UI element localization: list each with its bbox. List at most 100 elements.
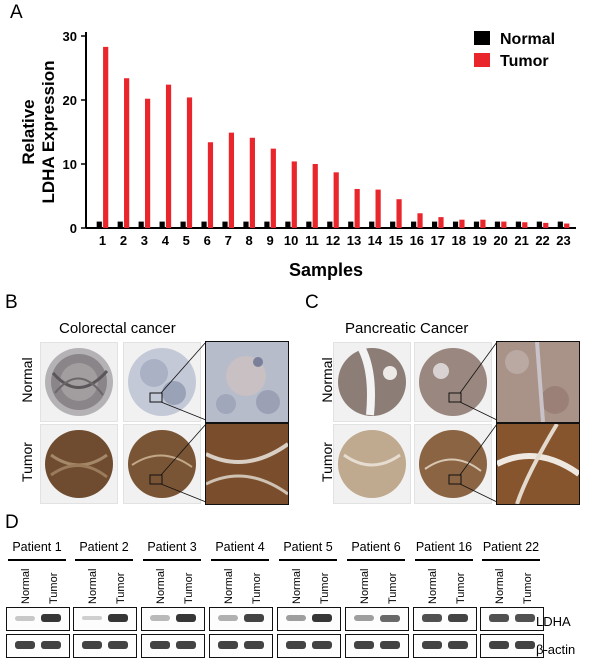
- bar-tumor: [207, 142, 214, 228]
- ldha-blot: [73, 607, 137, 631]
- colorectal-tumor-core-2: [123, 424, 201, 504]
- lane-label-normal: Normal: [87, 568, 99, 604]
- colorectal-tumor-zoom-lines: [160, 423, 207, 503]
- lane-label-tumor: Tumor: [522, 572, 534, 604]
- lane-label-normal: Normal: [223, 568, 235, 604]
- bar-normal: [452, 221, 459, 228]
- ldha-blot: [209, 607, 273, 631]
- x-tick-label: 13: [347, 233, 361, 248]
- protein-label-actin: β-actin: [536, 642, 576, 657]
- pancreatic-tumor-inset: [496, 423, 580, 505]
- actin-blot: [141, 634, 205, 658]
- x-tick-label: 5: [183, 233, 190, 248]
- blot-band: [515, 614, 535, 622]
- blot-band: [41, 641, 61, 649]
- x-tick-label: 16: [410, 233, 424, 248]
- patient-underline: [279, 559, 337, 561]
- ldha-blot: [6, 607, 70, 631]
- colorectal-title: Colorectal cancer: [59, 320, 176, 337]
- blot-band: [150, 615, 170, 621]
- bar-tumor: [165, 84, 172, 228]
- x-tick-label: 21: [514, 233, 528, 248]
- patient-underline: [143, 559, 201, 561]
- bar-tumor: [354, 188, 360, 228]
- patient-underline: [415, 559, 473, 561]
- lane-label-normal: Normal: [494, 568, 506, 604]
- lane-label-normal: Normal: [291, 568, 303, 604]
- bar-normal: [264, 221, 270, 228]
- blot-band: [312, 614, 332, 622]
- bar-tumor: [186, 97, 193, 228]
- x-tick-label: 10: [284, 233, 298, 248]
- colorectal-tumor-core-1: [40, 424, 118, 504]
- pancreatic-normal-zoom-lines: [459, 341, 498, 421]
- pancreatic-tumor-core-1: [333, 424, 411, 504]
- x-axis-label: Samples: [289, 260, 363, 280]
- bar-normal: [117, 221, 123, 228]
- bar-normal: [285, 221, 291, 228]
- bar-tumor: [144, 98, 151, 228]
- x-tick-label: 2: [120, 233, 127, 248]
- blot-band: [489, 614, 509, 622]
- blot-band: [150, 641, 170, 649]
- chart-bars: [96, 46, 570, 229]
- blot-band: [354, 641, 374, 649]
- panel-label-a: A: [10, 2, 23, 23]
- lane-label-normal: Normal: [427, 568, 439, 604]
- ldha-blot: [345, 607, 409, 631]
- bar-normal: [306, 221, 312, 228]
- x-tick-label: 1: [99, 233, 106, 248]
- pancreatic-normal-core-2: [414, 342, 492, 422]
- pancreatic-normal-inset: [496, 341, 580, 423]
- bar-normal: [536, 221, 542, 228]
- blot-band: [15, 641, 35, 649]
- bar-tumor: [333, 172, 339, 228]
- actin-blot: [345, 634, 409, 658]
- blot-band: [422, 641, 442, 649]
- blot-band: [286, 641, 306, 649]
- panel-label-d: D: [5, 512, 19, 533]
- bar-normal: [390, 221, 396, 228]
- blot-band: [41, 614, 61, 622]
- patient-label: Patient 5: [283, 540, 333, 554]
- colorectal-normal-inset: [205, 341, 289, 423]
- blot-band: [108, 641, 128, 649]
- ldha-blot: [141, 607, 205, 631]
- bar-normal: [201, 221, 207, 228]
- blot-band: [244, 614, 264, 622]
- bar-tumor: [103, 46, 109, 228]
- actin-blot: [209, 634, 273, 658]
- blot-band: [176, 641, 196, 649]
- blot-band: [422, 614, 442, 622]
- bar-normal: [411, 221, 417, 228]
- bar-normal: [369, 221, 375, 228]
- bar-tumor: [522, 222, 528, 228]
- bar-normal: [180, 221, 186, 228]
- patient-label: Patient 2: [79, 540, 129, 554]
- bar-tumor: [375, 189, 381, 228]
- x-tick-label: 17: [431, 233, 445, 248]
- panel-label-c: C: [305, 292, 319, 313]
- legend-label-normal: Normal: [500, 31, 555, 48]
- ldha-blot: [480, 607, 544, 631]
- blot-band: [108, 614, 128, 622]
- lane-label-tumor: Tumor: [251, 572, 263, 604]
- y-tick-label: 30: [63, 29, 77, 44]
- x-tick-label: 7: [225, 233, 232, 248]
- bar-normal: [138, 221, 144, 228]
- x-tick-label: 11: [305, 233, 319, 248]
- lane-label-normal: Normal: [359, 568, 371, 604]
- patient-label: Patient 6: [351, 540, 401, 554]
- blot-band: [515, 641, 535, 649]
- patient-label: Patient 16: [415, 540, 473, 554]
- bar-normal: [159, 221, 165, 228]
- bar-tumor: [480, 219, 486, 228]
- patient-underline: [347, 559, 405, 561]
- bar-tumor: [501, 221, 507, 228]
- actin-blot: [480, 634, 544, 658]
- patient-label: Patient 3: [147, 540, 197, 554]
- bar-tumor: [564, 223, 570, 228]
- lane-label-tumor: Tumor: [455, 572, 467, 604]
